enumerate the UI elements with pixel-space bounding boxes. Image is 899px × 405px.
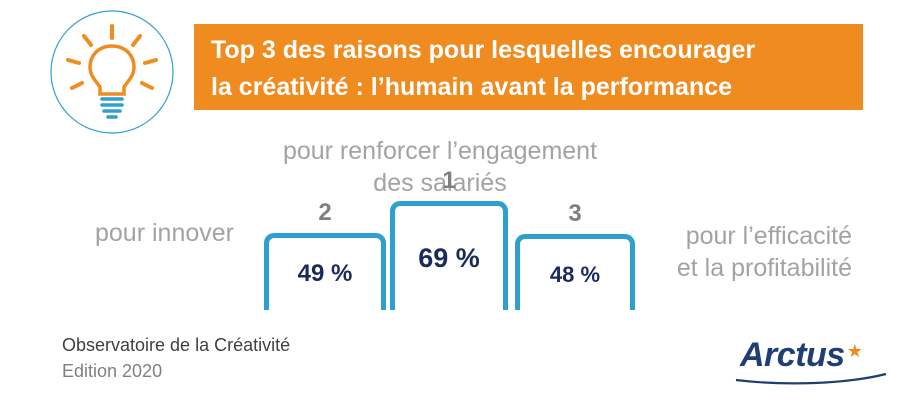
star-icon: ★	[846, 341, 863, 361]
reason-label-engagement: pour renforcer l’engagement des salariés	[240, 135, 640, 199]
arctus-logo: Arctus ★	[726, 334, 896, 389]
title-line-2: la créativité : l’humain avant la perfor…	[211, 73, 733, 101]
reason-label-engagement-line-1: pour renforcer l’engagement	[282, 137, 598, 165]
podium-value-label: 48 %	[549, 261, 601, 287]
reason-label-efficacite-line-1: pour l’efficacité	[685, 222, 852, 250]
podium-bar-engagement: 69 %	[390, 201, 508, 310]
podium-value-label: 69 %	[418, 242, 480, 273]
podium-bar-innover: 49 %	[264, 233, 386, 310]
reason-label-efficacite: pour l’efficacité et la profitabilité	[640, 220, 852, 284]
podium-bar-efficacite: 48 %	[515, 234, 635, 310]
podium-value-label: 49 %	[297, 260, 353, 287]
source-label: Observatoire de la Créativité	[62, 335, 291, 355]
reason-label-efficacite-line-2: et la profitabilité	[676, 254, 852, 282]
source-edition: Edition 2020	[62, 361, 163, 381]
arctus-brand-name: Arctus	[740, 336, 845, 374]
title-banner: Top 3 des raisons pour lesquelles encour…	[194, 24, 863, 110]
lightbulb-icon	[48, 8, 176, 136]
arctus-logo-text: Arctus ★	[740, 335, 863, 375]
reason-label-engagement-line-2: des salariés	[373, 169, 507, 197]
podium-rank-label: 3	[568, 200, 582, 227]
podium-rank-label: 2	[318, 199, 332, 226]
reason-label-innover: pour innover	[95, 219, 234, 247]
title-line-1: Top 3 des raisons pour lesquelles encour…	[211, 36, 756, 64]
